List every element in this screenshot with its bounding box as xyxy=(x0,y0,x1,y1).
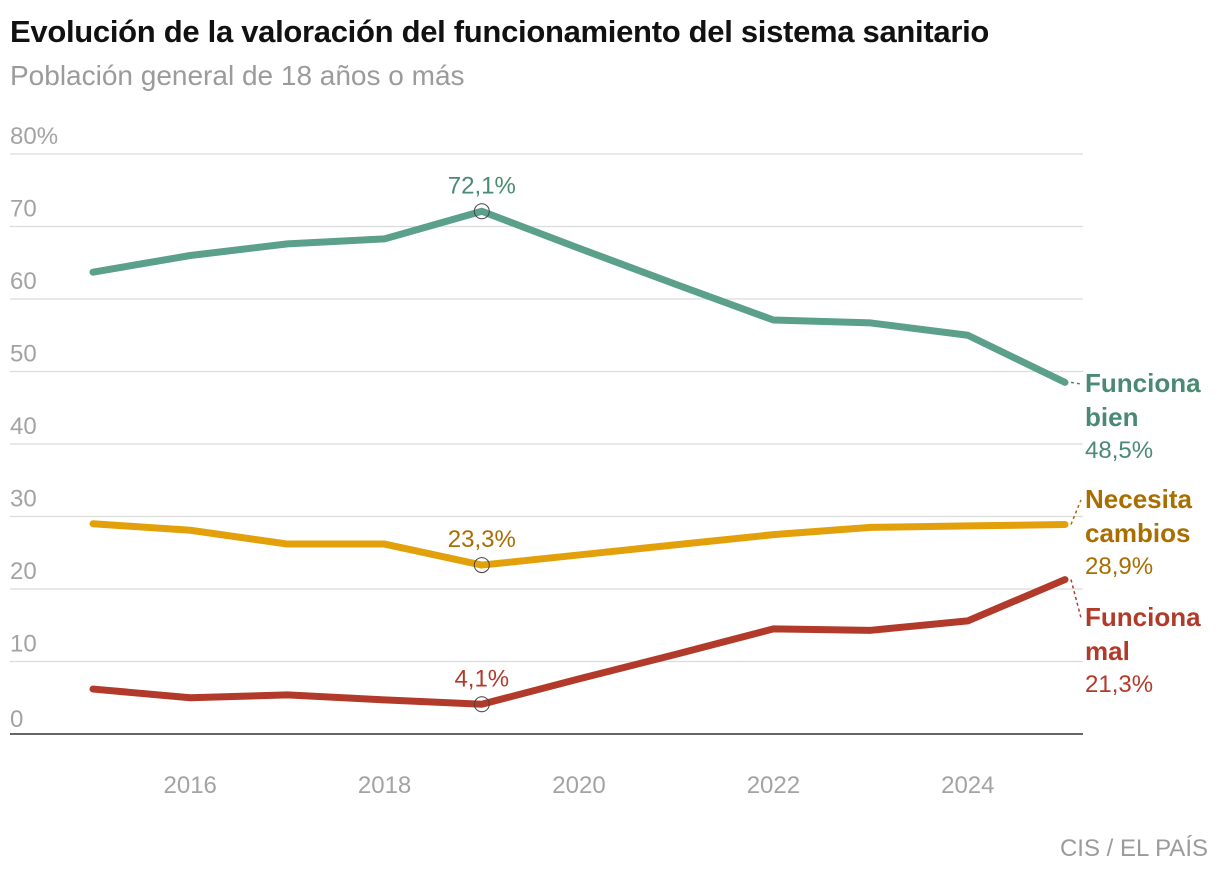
x-tick-label: 2016 xyxy=(164,772,217,799)
label-leader-line xyxy=(1070,579,1082,619)
y-tick-label: 40 xyxy=(10,413,37,440)
chart-title: Evolución de la valoración del funcionam… xyxy=(10,14,990,49)
series-end-value: 21,3% xyxy=(1085,671,1153,698)
y-tick-label: 50 xyxy=(10,341,37,368)
y-axis-ticks: 0 10 20 30 40 50 60 70 80% xyxy=(10,123,58,733)
series-name-label: Necesita xyxy=(1085,484,1192,514)
series-line xyxy=(89,576,1069,708)
y-tick-label: 80% xyxy=(10,123,58,150)
highlight-point-marker xyxy=(473,203,490,220)
x-tick-label: 2024 xyxy=(941,772,994,799)
highlight-value-label: 23,3% xyxy=(448,526,516,553)
highlight-value-label: 72,1% xyxy=(448,172,516,199)
label-leader-line xyxy=(1070,381,1082,385)
series-name-label: mal xyxy=(1085,636,1130,666)
series-line xyxy=(89,207,1069,386)
series-end-value: 28,9% xyxy=(1085,553,1153,580)
y-tick-label: 30 xyxy=(10,486,37,513)
y-tick-label: 70 xyxy=(10,196,37,223)
label-leader-line xyxy=(1070,499,1082,525)
y-tick-label: 10 xyxy=(10,631,37,658)
highlight-point-marker xyxy=(473,557,490,574)
series-name-label: Funciona xyxy=(1085,368,1201,398)
x-axis-ticks: 2016 2018 2020 2022 2024 xyxy=(164,772,995,799)
x-tick-label: 2018 xyxy=(358,772,411,799)
series-end-value: 48,5% xyxy=(1085,437,1153,464)
series-line xyxy=(89,520,1069,569)
x-tick-label: 2022 xyxy=(747,772,800,799)
series-name-label: Funciona xyxy=(1085,602,1201,632)
grid-lines xyxy=(10,153,1083,735)
chart-subtitle: Población general de 18 años o más xyxy=(10,60,465,91)
series-name-label: bien xyxy=(1085,402,1138,432)
series-labels: 72,1% 23,3% 4,1% Funciona bien 48,5% Necesita c… xyxy=(448,172,1201,713)
y-tick-label: 20 xyxy=(10,558,37,585)
y-tick-label: 0 xyxy=(10,706,23,733)
series-lines xyxy=(89,207,1069,708)
highlight-value-label: 4,1% xyxy=(454,665,509,692)
y-tick-label: 60 xyxy=(10,268,37,295)
highlight-point-marker xyxy=(473,696,490,713)
series-name-label: cambios xyxy=(1085,518,1191,548)
x-tick-label: 2020 xyxy=(552,772,605,799)
source-credit: CIS / EL PAÍS xyxy=(1059,835,1208,862)
